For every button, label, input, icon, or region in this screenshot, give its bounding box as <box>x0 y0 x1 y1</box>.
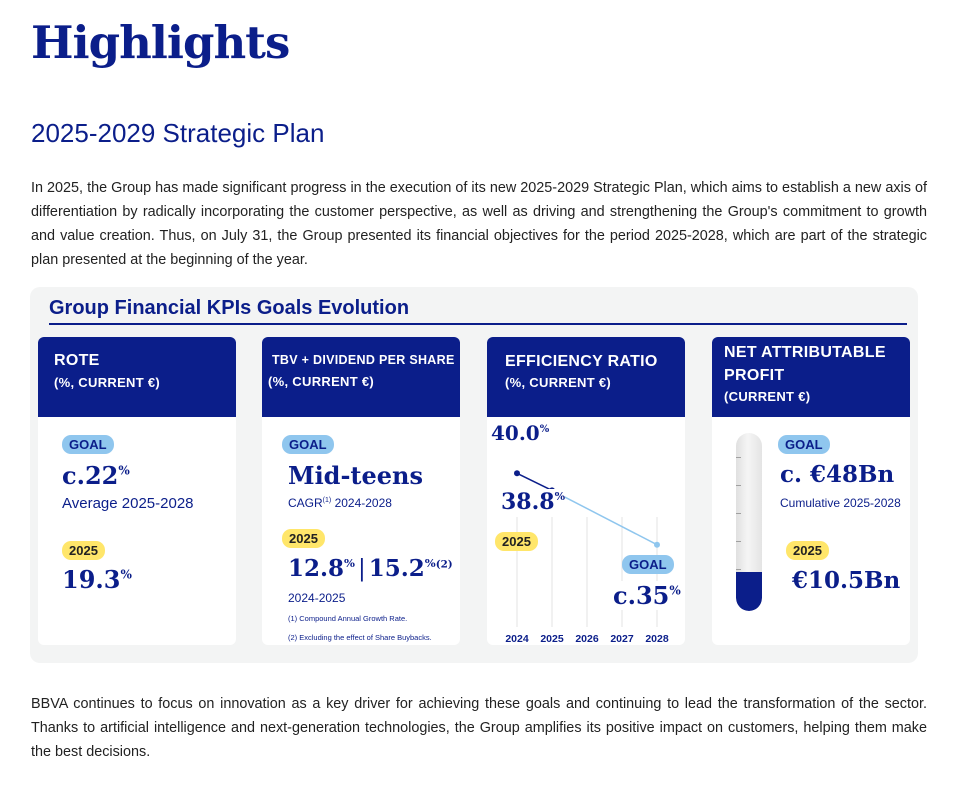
goal-badge: GOAL <box>62 435 114 454</box>
x-tick-label: 2026 <box>575 633 599 645</box>
thermometer-fill <box>736 571 762 611</box>
actual-line <box>516 472 553 492</box>
label-2024-value: 40.0% <box>491 421 550 445</box>
rote-goal-value: c.22% <box>62 461 130 490</box>
year-badge: 2025 <box>282 529 325 548</box>
section-title: 2025-2029 Strategic Plan <box>31 118 325 148</box>
thermometer-tick <box>736 569 741 570</box>
kpi-panel: Group Financial KPIs Goals Evolution ROT… <box>30 287 918 663</box>
thermometer-tick <box>736 541 741 542</box>
profit-card: NET ATTRIBUTABLE PROFIT (CURRENT €) GOAL… <box>712 337 910 645</box>
tbv-header: TBV + DIVIDEND PER SHARE (%, CURRENT €) <box>262 337 460 417</box>
efficiency-header: EFFICIENCY RATIO (%, CURRENT €) <box>487 337 685 417</box>
tbv-title: TBV + DIVIDEND PER SHARE <box>272 353 455 367</box>
panel-title: Group Financial KPIs Goals Evolution <box>49 297 410 319</box>
rote-2025-value: 19.3% <box>62 565 132 594</box>
profit-2025-value: €10.5Bn <box>792 567 901 594</box>
efficiency-title: EFFICIENCY RATIO <box>505 353 658 370</box>
rote-card: ROTE (%, CURRENT €) GOAL c.22% Average 2… <box>38 337 236 645</box>
efficiency-card: EFFICIENCY RATIO (%, CURRENT €) 2024 2025… <box>487 337 685 645</box>
profit-subtitle: (CURRENT €) <box>724 389 811 404</box>
closing-paragraph: BBVA continues to focus on innovation as… <box>31 696 927 760</box>
goal-badge: GOAL <box>622 555 674 574</box>
x-tick-label: 2027 <box>610 633 634 645</box>
efficiency-chart: 2024 2025 2026 2027 2028 <box>505 470 669 645</box>
year-badge: 2025 <box>62 541 105 560</box>
profit-thermometer <box>736 433 762 611</box>
rote-header: ROTE (%, CURRENT €) <box>38 337 236 417</box>
profit-title: NET ATTRIBUTABLE PROFIT <box>724 344 886 384</box>
intro-paragraph: In 2025, the Group has made significant … <box>31 180 927 268</box>
panel-divider <box>49 323 907 325</box>
profit-header: NET ATTRIBUTABLE PROFIT (CURRENT €) <box>712 337 910 417</box>
label-2025-value: 38.8% <box>501 489 566 515</box>
footnote-2: (2) Excluding the effect of Share Buybac… <box>288 633 432 642</box>
rote-title: ROTE <box>54 352 100 369</box>
tbv-goal-value: Mid-teens <box>288 461 424 490</box>
x-tick-label: 2028 <box>645 633 669 645</box>
thermometer-tick <box>736 485 741 486</box>
tbv-year-desc: 2024-2025 <box>288 591 346 605</box>
goal-badge: GOAL <box>778 435 830 454</box>
tbv-goal-desc: CAGR(1) 2024-2028 <box>288 496 392 510</box>
thermometer-tick <box>736 513 741 514</box>
footnote-1: (1) Compound Annual Growth Rate. <box>288 614 408 623</box>
tbv-2025-value: 12.8% | 15.2%(2) <box>288 555 453 582</box>
goal-badge: GOAL <box>282 435 334 454</box>
efficiency-subtitle: (%, CURRENT €) <box>505 375 612 390</box>
x-tick-label: 2025 <box>540 633 564 645</box>
efficiency-goal-value: c.35% <box>613 581 681 610</box>
year-badge: 2025 <box>786 541 829 560</box>
profit-goal-desc: Cumulative 2025-2028 <box>780 496 901 510</box>
actual-point <box>514 470 520 477</box>
rote-goal-desc: Average 2025-2028 <box>62 495 194 512</box>
year-badge: 2025 <box>495 532 538 551</box>
thermometer-tick <box>736 457 741 458</box>
rote-subtitle: (%, CURRENT €) <box>54 375 161 390</box>
profit-goal-value: c. €48Bn <box>780 461 895 488</box>
x-tick-label: 2024 <box>505 633 529 645</box>
goal-point <box>654 541 660 548</box>
tbv-card: TBV + DIVIDEND PER SHARE (%, CURRENT €) … <box>262 337 460 645</box>
tbv-subtitle: (%, CURRENT €) <box>268 374 375 389</box>
goal-line <box>551 489 658 546</box>
page-title: Highlights <box>31 16 290 69</box>
